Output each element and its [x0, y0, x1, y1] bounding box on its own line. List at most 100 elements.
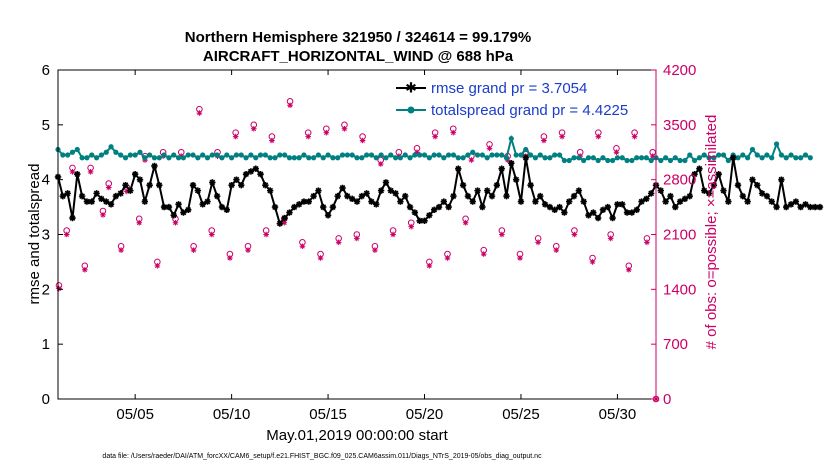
obs-assimilated-point	[172, 219, 179, 226]
obs-assimilated-point	[517, 255, 523, 261]
totalspread-point	[180, 155, 186, 161]
totalspread-point	[455, 155, 461, 161]
totalspread-point	[691, 157, 698, 164]
chart-title-line2: AIRCRAFT_HORIZONTAL_WIND @ 688 hPa	[203, 48, 514, 65]
rmse-point	[450, 192, 457, 200]
rmse-point	[228, 181, 235, 189]
totalspread-point	[339, 152, 346, 158]
rmse-point	[657, 187, 665, 194]
rmse-point	[218, 203, 226, 211]
totalspread-series	[55, 134, 813, 164]
rmse-point	[421, 217, 428, 224]
totalspread-point	[499, 152, 505, 158]
y-tick-label-left: 1	[42, 336, 50, 353]
totalspread-point	[465, 152, 471, 158]
obs-assimilated-point	[287, 102, 293, 109]
totalspread-point	[518, 152, 524, 158]
obs-count-layer	[55, 98, 660, 403]
totalspread-point	[677, 157, 683, 164]
obs-assimilated-point	[595, 133, 602, 140]
obs-assimilated-point	[444, 255, 451, 261]
rmse-point	[594, 214, 602, 222]
rmse-point	[527, 181, 534, 189]
legend: ✱ rmse grand pr = 3.7054 totalspread gra…	[393, 77, 650, 121]
totalspread-point	[291, 155, 297, 161]
rmse-point	[551, 206, 558, 214]
totalspread-point	[745, 155, 751, 161]
obs-assimilated-point	[414, 149, 420, 156]
rmse-point	[363, 190, 370, 197]
totalspread-point	[224, 152, 230, 158]
totalspread-point	[65, 152, 71, 158]
rmse-point	[647, 190, 655, 197]
rmse-point	[541, 201, 549, 208]
rmse-point	[209, 179, 216, 186]
rmse-point	[696, 165, 703, 172]
totalspread-point	[190, 152, 196, 158]
rmse-point	[773, 203, 780, 211]
totalspread-point	[60, 152, 66, 158]
rmse-point	[638, 198, 645, 205]
totalspread-point	[672, 155, 678, 161]
totalspread-point	[175, 155, 182, 161]
obs-assimilated-point	[299, 243, 306, 250]
rmse-point	[754, 181, 761, 189]
totalspread-point	[754, 152, 760, 158]
rmse-point	[136, 176, 144, 183]
obs-assimilated-point	[390, 231, 396, 238]
totalspread-point	[142, 155, 148, 161]
obs-assimilated-point	[626, 266, 632, 273]
totalspread-point	[474, 152, 481, 158]
rmse-point	[83, 198, 91, 205]
totalspread-point	[147, 152, 153, 158]
totalspread-point	[113, 149, 119, 155]
obs-assimilated-point	[644, 239, 650, 246]
totalspread-point	[807, 155, 813, 161]
rmse-point	[725, 198, 732, 205]
totalspread-point	[528, 152, 534, 158]
totalspread-point	[286, 155, 293, 161]
rmse-point	[223, 206, 230, 214]
totalspread-point	[89, 152, 95, 158]
rmse-point	[392, 190, 399, 197]
rmse-point	[185, 206, 192, 214]
obs-assimilated-point	[69, 169, 76, 175]
rmse-point	[257, 170, 264, 178]
right-axis-ticks: 0 700 1400 2100 2800 3500 4200	[651, 62, 696, 408]
rmse-point	[397, 198, 404, 205]
rmse-point	[213, 192, 221, 200]
obs-assimilated-point	[553, 247, 560, 253]
obs-assimilated-point	[87, 169, 94, 175]
totalspread-point	[600, 155, 606, 161]
rmse-point	[131, 170, 139, 178]
rmse-point	[266, 187, 274, 194]
totalspread-point	[204, 155, 211, 161]
rmse-point	[614, 201, 621, 208]
totalspread-point	[137, 149, 143, 155]
rmse-point	[744, 198, 751, 205]
y-tick-label-left: 0	[42, 391, 50, 408]
legend-spread-label: totalspread grand pr = 4.4225	[431, 102, 628, 119]
obs-assimilated-point	[462, 219, 469, 226]
totalspread-point	[257, 152, 264, 158]
rmse-point	[734, 181, 742, 189]
rmse-point	[662, 198, 669, 205]
totalspread-point	[156, 155, 162, 161]
rmse-point	[151, 162, 158, 170]
totalspread-point	[542, 155, 548, 161]
totalspread-point	[759, 155, 765, 161]
x-tick-label: 05/10	[213, 406, 251, 423]
totalspread-point	[383, 155, 389, 161]
totalspread-point	[108, 144, 114, 150]
totalspread-point	[421, 152, 428, 158]
obs-assimilated-point	[118, 247, 124, 253]
obs-assimilated-point	[178, 153, 185, 159]
totalspread-point	[354, 155, 360, 161]
rmse-point	[242, 170, 250, 178]
totalspread-point	[547, 155, 553, 161]
totalspread-point	[614, 155, 621, 161]
rmse-point	[281, 214, 288, 222]
rmse-point	[286, 209, 293, 216]
totalspread-point	[330, 155, 336, 161]
totalspread-point	[359, 155, 365, 161]
